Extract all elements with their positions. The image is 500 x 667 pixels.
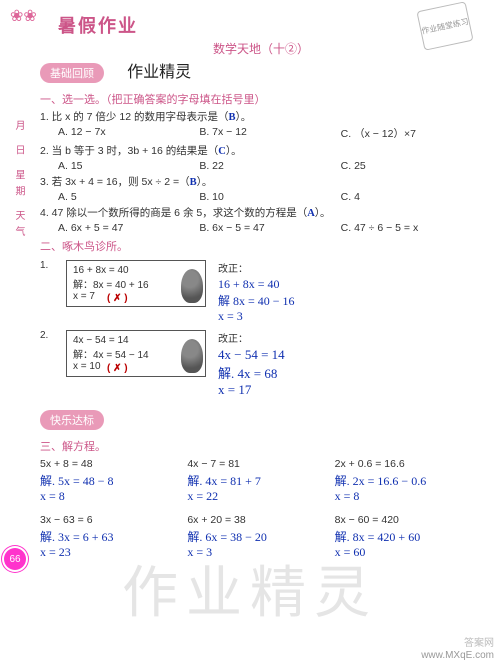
eq-r2c3: 8x − 60 = 420 解. 8x = 420 + 60 x = 60 bbox=[335, 514, 482, 560]
diag1-c3: x = 3 bbox=[218, 309, 295, 324]
q1-stem-end: ）。 bbox=[235, 109, 251, 124]
eq-r1c3-eq: 2x + 0.6 = 16.6 bbox=[335, 458, 482, 470]
diag1-box: 16 + 8x = 40 解：8x = 40 + 16 x = 7 ( ✗ ) bbox=[66, 260, 206, 307]
q1-stem: 1. 比 x 的 7 倍少 12 的数用字母表示是（ bbox=[40, 109, 228, 124]
eq-r1c3-s1: 解. 2x = 16.6 − 0.6 bbox=[335, 472, 482, 489]
q4-opt-a: A. 6x + 5 = 47 bbox=[58, 222, 199, 234]
diag1-mark: ( ✗ ) bbox=[107, 293, 128, 304]
eq-row-1: 5x + 8 = 48 解. 5x = 48 − 8 x = 8 4x − 7 … bbox=[40, 458, 482, 504]
left-margin-labels: 月 日 星期 天气 bbox=[8, 120, 26, 242]
eq-r1c3: 2x + 0.6 = 16.6 解. 2x = 16.6 − 0.6 x = 8 bbox=[335, 458, 482, 504]
flower-icon: ❀❀ bbox=[10, 6, 37, 26]
eq-r2c2: 6x + 20 = 38 解. 6x = 38 − 20 x = 3 bbox=[187, 514, 334, 560]
eq-r1c3-s2: x = 8 bbox=[335, 489, 482, 504]
eq-r2c2-s2: x = 3 bbox=[187, 545, 334, 560]
diag1-num: 1. bbox=[40, 260, 54, 271]
q3-stem-end: ）。 bbox=[197, 174, 213, 189]
section-tag-basic: 基础回顾 bbox=[40, 63, 104, 83]
eq-r2c1: 3x − 63 = 6 解. 3x = 6 + 63 x = 23 bbox=[40, 514, 187, 560]
q2-stem-end: ）。 bbox=[226, 143, 242, 158]
diag2-c2: 解. 4x = 68 bbox=[218, 363, 285, 382]
q1: 1. 比 x 的 7 倍少 12 的数用字母表示是（ B ）。 A. 12 − … bbox=[40, 109, 482, 141]
diag-item-1: 1. 16 + 8x = 40 解：8x = 40 + 16 x = 7 ( ✗… bbox=[40, 260, 482, 324]
eq-r2c1-s1: 解. 3x = 6 + 63 bbox=[40, 528, 187, 545]
q1-opt-a: A. 12 − 7x bbox=[58, 126, 199, 141]
q4-opt-b: B. 6x − 5 = 47 bbox=[199, 222, 340, 234]
eq-r1c1: 5x + 8 = 48 解. 5x = 48 − 8 x = 8 bbox=[40, 458, 187, 504]
q1-opt-b: B. 7x − 12 bbox=[199, 126, 340, 141]
q2-opt-b: B. 22 bbox=[199, 160, 340, 172]
eq-r2c3-s1: 解. 8x = 420 + 60 bbox=[335, 528, 482, 545]
eq-r2c2-s1: 解. 6x = 38 − 20 bbox=[187, 528, 334, 545]
woodpecker-icon bbox=[181, 339, 203, 373]
q1-answer: B bbox=[228, 112, 235, 123]
diag2-c1: 4x − 54 = 14 bbox=[218, 347, 285, 363]
diag1-correction: 改正： 16 + 8x = 40 解 8x = 40 − 16 x = 3 bbox=[218, 260, 295, 324]
eq-r1c1-eq: 5x + 8 = 48 bbox=[40, 458, 187, 470]
q4: 4. 47 除以一个数所得的商是 6 余 5，求这个数的方程是（ A ）。 A.… bbox=[40, 205, 482, 234]
diag2-correction: 改正： 4x − 54 = 14 解. 4x = 68 x = 17 bbox=[218, 330, 285, 398]
q2-answer: C bbox=[218, 146, 226, 157]
q2-stem: 2. 当 b 等于 3 时，3b + 16 的结果是（ bbox=[40, 143, 218, 158]
diag1-corr-label: 改正： bbox=[218, 260, 295, 275]
worksheet-page: ❀❀ 暑假作业 作业随堂练习 数学天地（十②） 月 日 星期 天气 基础回顾 作… bbox=[0, 0, 500, 568]
q2-opt-a: A. 15 bbox=[58, 160, 199, 172]
q4-opt-c: C. 47 ÷ 6 − 5 = x bbox=[341, 222, 482, 234]
q4-stem-end: ）。 bbox=[315, 205, 331, 220]
part3-heading: 三、解方程。 bbox=[40, 438, 482, 454]
diag2-l1: 4x − 54 = 14 bbox=[73, 335, 199, 346]
q2-opt-c: C. 25 bbox=[341, 160, 482, 172]
q4-answer: A bbox=[307, 208, 315, 219]
woodpecker-icon bbox=[181, 269, 203, 303]
q3: 3. 若 3x + 4 = 16，则 5x ÷ 2 =（ B ）。 A. 5 B… bbox=[40, 174, 482, 203]
q3-stem: 3. 若 3x + 4 = 16，则 5x ÷ 2 =（ bbox=[40, 174, 190, 189]
eq-r1c2-s1: 解. 4x = 81 + 7 bbox=[187, 472, 334, 489]
section-tag-happy: 快乐达标 bbox=[40, 410, 104, 430]
diag-item-2: 2. 4x − 54 = 14 解：4x = 54 − 14 x = 10 ( … bbox=[40, 330, 482, 398]
diag1-c1: 16 + 8x = 40 bbox=[218, 277, 295, 292]
q2: 2. 当 b 等于 3 时，3b + 16 的结果是（ C ）。 A. 15 B… bbox=[40, 143, 482, 172]
q3-opt-c: C. 4 bbox=[341, 191, 482, 203]
watermark-small-top: 答案网 bbox=[464, 634, 494, 649]
eq-r2c2-eq: 6x + 20 = 38 bbox=[187, 514, 334, 526]
diag2-box: 4x − 54 = 14 解：4x = 54 − 14 x = 10 ( ✗ ) bbox=[66, 330, 206, 377]
eq-r2c1-eq: 3x − 63 = 6 bbox=[40, 514, 187, 526]
eq-r1c1-s2: x = 8 bbox=[40, 489, 187, 504]
diag1-l1: 16 + 8x = 40 bbox=[73, 265, 199, 276]
handwritten-header: 作业精灵 bbox=[127, 58, 191, 82]
q3-answer: B bbox=[190, 177, 197, 188]
eq-r2c1-s2: x = 23 bbox=[40, 545, 187, 560]
q3-opt-a: A. 5 bbox=[58, 191, 199, 203]
part1-heading: 一、选一选。（把正确答案的字母填在括号里） bbox=[40, 91, 482, 107]
q1-opt-c: C. （x − 12）×7 bbox=[341, 126, 482, 141]
eq-r2c3-s2: x = 60 bbox=[335, 545, 482, 560]
part2-heading: 二、啄木鸟诊所。 bbox=[40, 238, 482, 254]
page-number-badge: 66 bbox=[4, 548, 26, 570]
diag2-mark: ( ✗ ) bbox=[107, 363, 128, 374]
diag2-corr-label: 改正： bbox=[218, 330, 285, 345]
eq-r1c2-s2: x = 22 bbox=[187, 489, 334, 504]
q3-opt-b: B. 10 bbox=[199, 191, 340, 203]
eq-r1c2-eq: 4x − 7 = 81 bbox=[187, 458, 334, 470]
q4-stem: 4. 47 除以一个数所得的商是 6 余 5，求这个数的方程是（ bbox=[40, 205, 307, 220]
diag2-l3: x = 10 bbox=[73, 361, 199, 372]
diag1-l3: x = 7 bbox=[73, 291, 199, 302]
eq-r1c2: 4x − 7 = 81 解. 4x = 81 + 7 x = 22 bbox=[187, 458, 334, 504]
eq-r2c3-eq: 8x − 60 = 420 bbox=[335, 514, 482, 526]
diag2-num: 2. bbox=[40, 330, 54, 341]
diag1-c2: 解 8x = 40 − 16 bbox=[218, 292, 295, 309]
diag2-c3: x = 17 bbox=[218, 382, 285, 398]
eq-r1c1-s1: 解. 5x = 48 − 8 bbox=[40, 472, 187, 489]
eq-row-2: 3x − 63 = 6 解. 3x = 6 + 63 x = 23 6x + 2… bbox=[40, 514, 482, 560]
subtitle: 数学天地（十②） bbox=[40, 40, 482, 57]
watermark-small-bottom: www.MXqE.com bbox=[421, 650, 494, 661]
